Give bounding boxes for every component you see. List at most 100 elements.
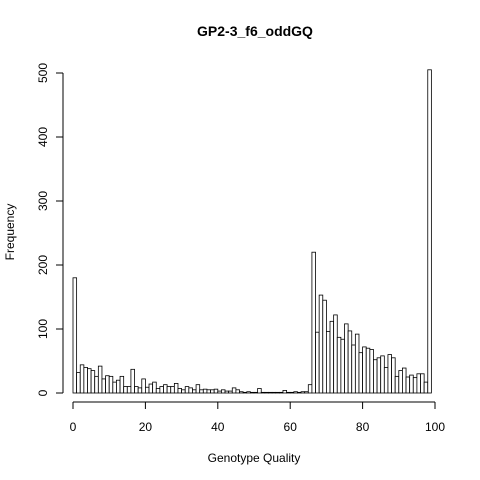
histogram-bar [268,391,273,394]
y-tick-label: 200 [36,255,50,275]
x-tick-label: 60 [284,420,298,434]
x-tick-label: 40 [211,420,225,434]
histogram-bar [427,69,432,394]
histogram-bar [163,384,168,394]
histogram-bar [412,377,418,394]
histogram-bar [380,355,385,394]
histogram-bar [275,391,280,394]
histogram-bar [354,333,360,394]
histogram-bar [231,387,237,394]
histogram-bar [420,373,425,394]
histogram-bar [369,349,374,394]
histogram-bar [105,375,110,394]
x-axis-label: Genotype Quality [208,451,301,465]
y-tick-label: 500 [36,63,50,83]
histogram-bar [322,299,327,394]
histogram-bar [112,381,117,394]
histogram-bar [409,374,414,394]
histogram-bar [76,372,81,394]
y-tick-label: 100 [36,319,50,339]
histogram-bar [228,390,233,394]
histogram-bar [286,391,291,394]
histogram-bar [282,390,287,394]
y-axis: 0 100 200 300 400 500 [36,63,64,396]
histogram-bar [387,354,392,394]
histogram-bar [177,388,182,394]
histogram-bar [235,389,240,394]
histogram-bar [188,387,193,394]
histogram-bar [325,331,331,394]
histogram-bar [289,391,295,394]
histogram-bar [94,375,99,394]
histogram-bar [249,391,255,394]
histogram-bar [246,391,251,394]
histogram-bar [192,389,197,394]
histogram-bar [181,389,186,394]
y-axis-label: Frequency [3,204,17,261]
histogram-bar [72,277,78,394]
histogram-bar [405,376,411,394]
histogram-bar [300,391,306,394]
histogram-bar [376,357,382,394]
histogram-bar [394,375,400,394]
histogram-bar [333,314,338,394]
histogram-bar [239,391,244,394]
histogram-bar [152,381,157,394]
histogram-bar [159,386,164,394]
y-tick-label: 300 [36,191,50,211]
histogram-bar [108,375,114,394]
histogram-bar [90,370,96,394]
histogram-bar [137,387,143,394]
histogram-bar [199,389,204,394]
histogram-bar [365,347,371,394]
histogram-bar [373,359,378,394]
histogram-bar [87,368,92,394]
histogram-bar [170,386,175,394]
histogram-bar [148,383,154,394]
histogram-bar [271,391,277,394]
bars-group [72,69,432,394]
histogram-bar [134,386,139,394]
histogram-bar [344,323,349,394]
x-tick-label: 100 [425,420,445,434]
histogram-bar [123,386,128,394]
histogram-bar [391,357,396,394]
histogram-bar [213,388,219,394]
y-tick-label: 0 [36,389,50,396]
chart-title: GP2-3_f6_oddGQ [197,23,313,39]
histogram-bar [221,389,226,394]
histogram-bar [329,320,335,394]
histogram-bar [315,331,320,394]
histogram-bar [242,391,248,394]
histogram-bar [119,375,125,394]
histogram-bar [336,336,342,394]
histogram-bar [210,389,215,394]
histogram-bar [257,388,262,394]
histogram-bar [224,390,230,394]
histogram-bar [362,346,367,394]
x-tick-label: 80 [356,420,370,434]
x-tick-label: 0 [70,420,77,434]
histogram-bar [416,373,421,394]
x-axis: 0 20 40 60 80 100 [70,401,445,434]
histogram-bar [83,366,88,394]
histogram-bar [278,391,284,394]
histogram-bar [97,365,103,394]
histogram-bar [116,379,121,394]
histogram-bar [253,391,259,394]
histogram-bar [311,251,316,394]
histogram-bar [141,378,146,394]
histogram-bar [423,381,429,394]
histogram-bar [318,294,324,394]
histogram-bar [195,384,201,394]
histogram-bar [144,386,150,394]
histogram-bar [202,388,208,394]
histogram-bar [173,382,179,394]
histogram-bar [297,391,302,394]
histogram-bar [264,391,269,394]
histogram-bar [358,352,364,394]
histogram-bar [101,378,106,394]
histogram-bar [155,388,161,394]
histogram-bar [402,367,407,394]
